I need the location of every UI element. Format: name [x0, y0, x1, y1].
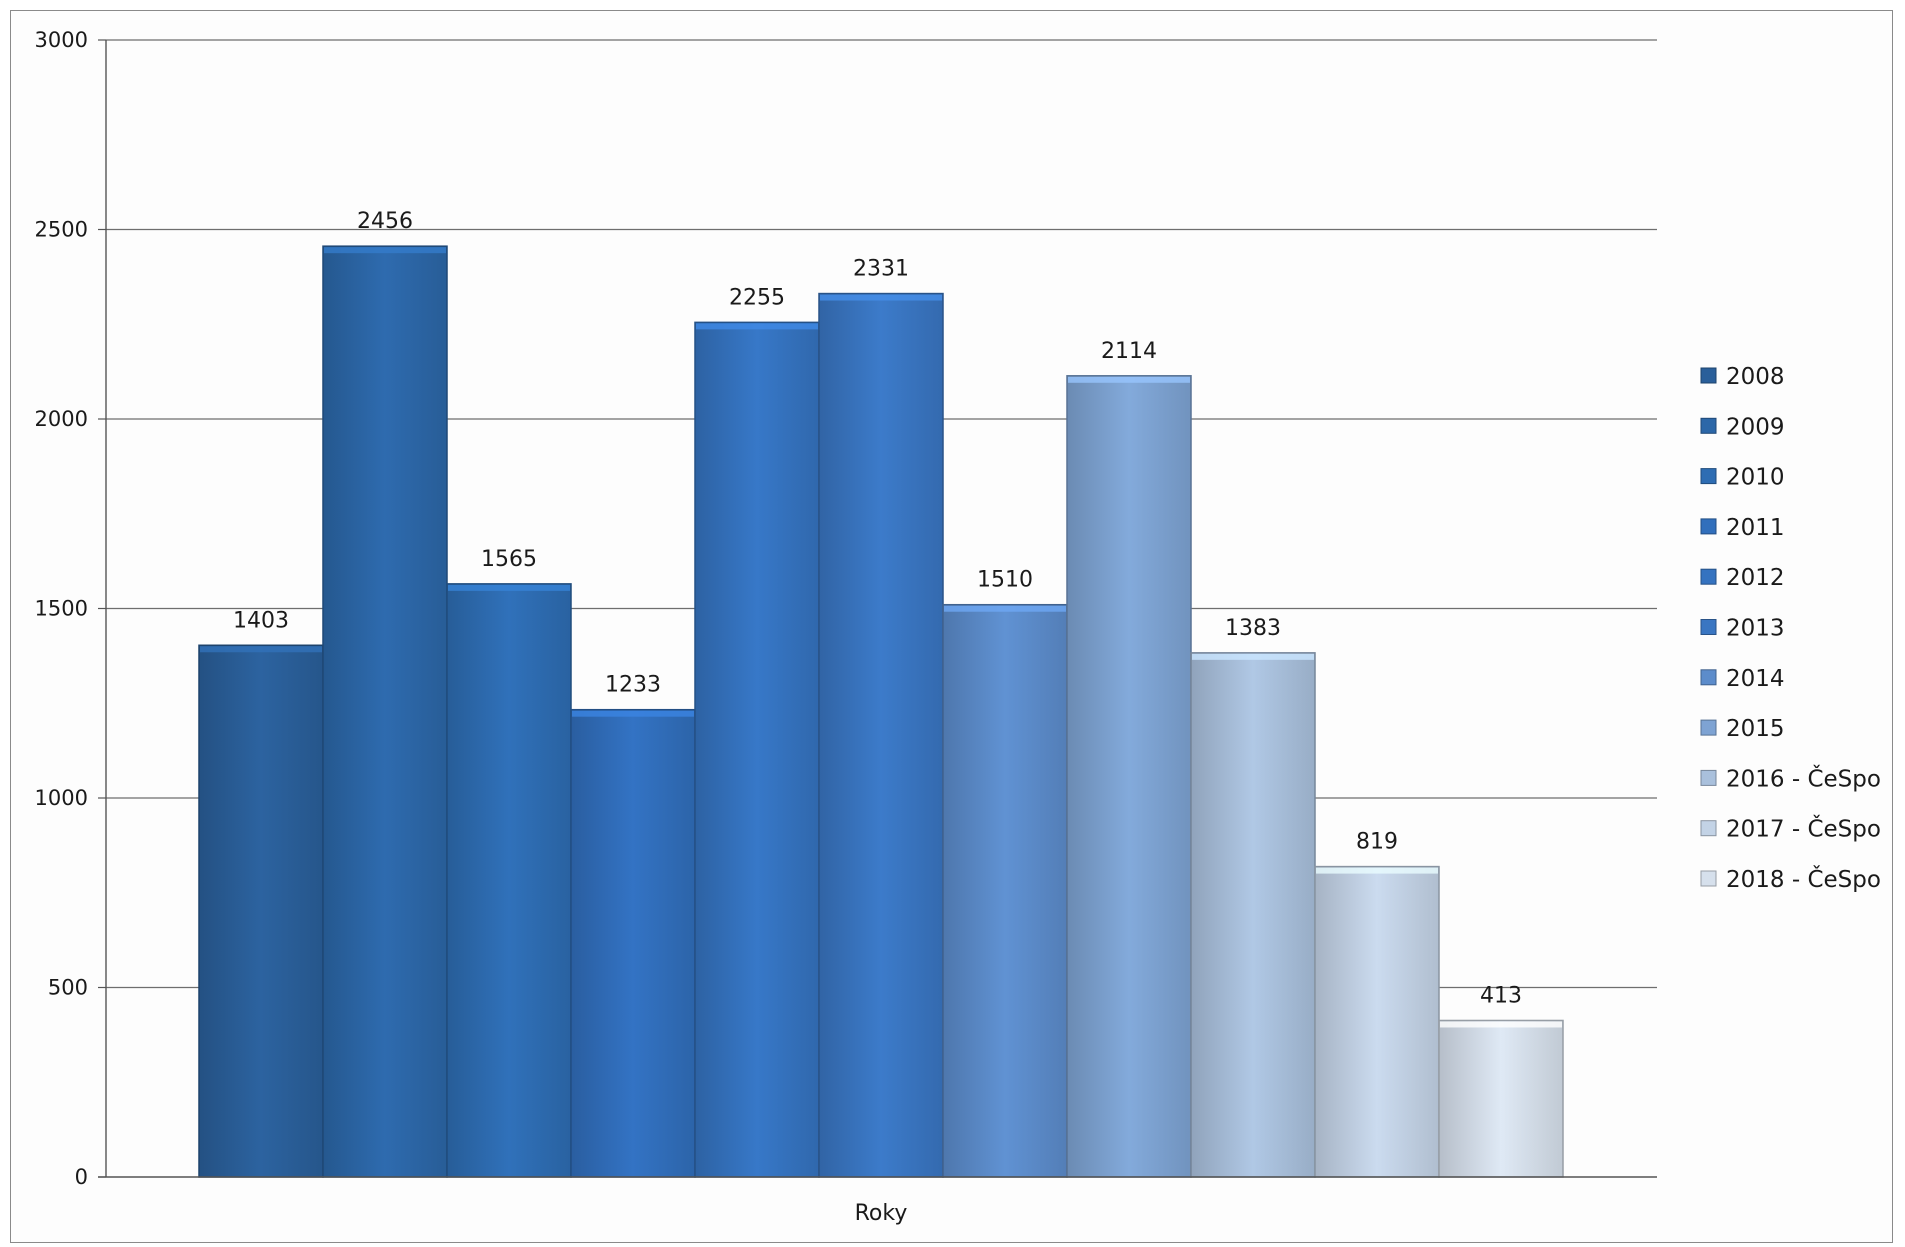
data-labels: 1403 2456 1565 1233 2255 2331 1510 2114 1383 819 4… [233, 209, 1522, 1008]
data-label: 1510 [977, 568, 1033, 593]
bar [1066, 375, 1192, 1178]
bar [818, 292, 944, 1178]
data-label: 1383 [1225, 616, 1281, 641]
legend-label: 2011 [1726, 515, 1785, 541]
data-label: 2456 [357, 209, 413, 234]
bar [1314, 865, 1440, 1178]
bar-top-bevel [944, 605, 1066, 612]
legend-label: 2009 [1726, 414, 1785, 440]
bar-top-bevel [1316, 867, 1438, 874]
bar-top-bevel [200, 646, 322, 653]
chart-frame: 0 500 1000 1500 2000 2500 3000 1403 2456 1565 123… [10, 10, 1893, 1243]
bar [1190, 652, 1316, 1178]
y-tick-label: 2500 [35, 218, 88, 242]
x-axis-label: Roky [855, 1201, 908, 1226]
data-label: 819 [1356, 830, 1398, 855]
legend-label: 2012 [1726, 565, 1785, 591]
bar-top-bevel [696, 323, 818, 330]
legend-label: 2016 - ČeSpo [1726, 764, 1881, 792]
legend-swatch [1700, 568, 1717, 585]
y-tick-label: 0 [75, 1165, 88, 1189]
legend-swatch [1700, 769, 1717, 786]
data-label: 1233 [605, 673, 661, 698]
data-label: 1403 [233, 608, 289, 633]
bar [942, 603, 1068, 1178]
legend-swatch [1700, 468, 1717, 485]
axes [98, 40, 1657, 1178]
bar-top-bevel [820, 294, 942, 301]
legend-swatch [1700, 417, 1717, 434]
bar [1438, 1019, 1564, 1178]
legend-swatch [1700, 870, 1717, 887]
data-label: 413 [1480, 983, 1522, 1008]
legend-swatch [1700, 719, 1717, 736]
y-axis-ticks: 0 500 1000 1500 2000 2500 3000 [35, 28, 106, 1189]
y-tick-label: 1500 [35, 597, 88, 621]
data-label: 2255 [729, 285, 785, 310]
bar [198, 644, 324, 1178]
bar-top-bevel [448, 584, 570, 591]
legend-swatch [1700, 669, 1717, 686]
bar-chart: 0 500 1000 1500 2000 2500 3000 1403 2456 1565 123… [35, 28, 1881, 1226]
data-label: 2114 [1101, 339, 1157, 364]
bar-top-bevel [1440, 1021, 1562, 1028]
data-label: 1565 [481, 547, 537, 572]
y-tick-label: 3000 [35, 28, 88, 52]
bar [694, 321, 820, 1178]
bar-top-bevel [324, 247, 446, 254]
bar [446, 583, 572, 1178]
y-tick-label: 500 [48, 976, 88, 1000]
legend-label: 2015 [1726, 716, 1785, 742]
bars [198, 245, 1564, 1178]
bar-top-bevel [1068, 376, 1190, 383]
y-tick-label: 2000 [35, 407, 88, 431]
bar [322, 245, 448, 1178]
legend-label: 2018 - ČeSpo [1726, 865, 1881, 893]
legend-label: 2013 [1726, 616, 1785, 642]
bar [570, 708, 696, 1178]
legend-label: 2017 - ČeSpo [1726, 815, 1881, 843]
bar-top-bevel [572, 710, 694, 717]
legend-swatch [1700, 619, 1717, 635]
legend-swatch [1700, 820, 1717, 837]
y-tick-label: 1000 [35, 786, 88, 810]
data-label: 2331 [853, 257, 909, 282]
legend-swatch [1700, 518, 1717, 535]
legend-label: 2014 [1726, 666, 1785, 692]
legend-label: 2008 [1726, 364, 1785, 390]
legend-label: 2010 [1726, 465, 1785, 491]
legend: 2008 2009 2010 2011 2012 2013 2014 2015 2016 - Č… [1700, 364, 1881, 893]
bar-top-bevel [1192, 653, 1314, 660]
legend-swatch [1700, 367, 1717, 384]
